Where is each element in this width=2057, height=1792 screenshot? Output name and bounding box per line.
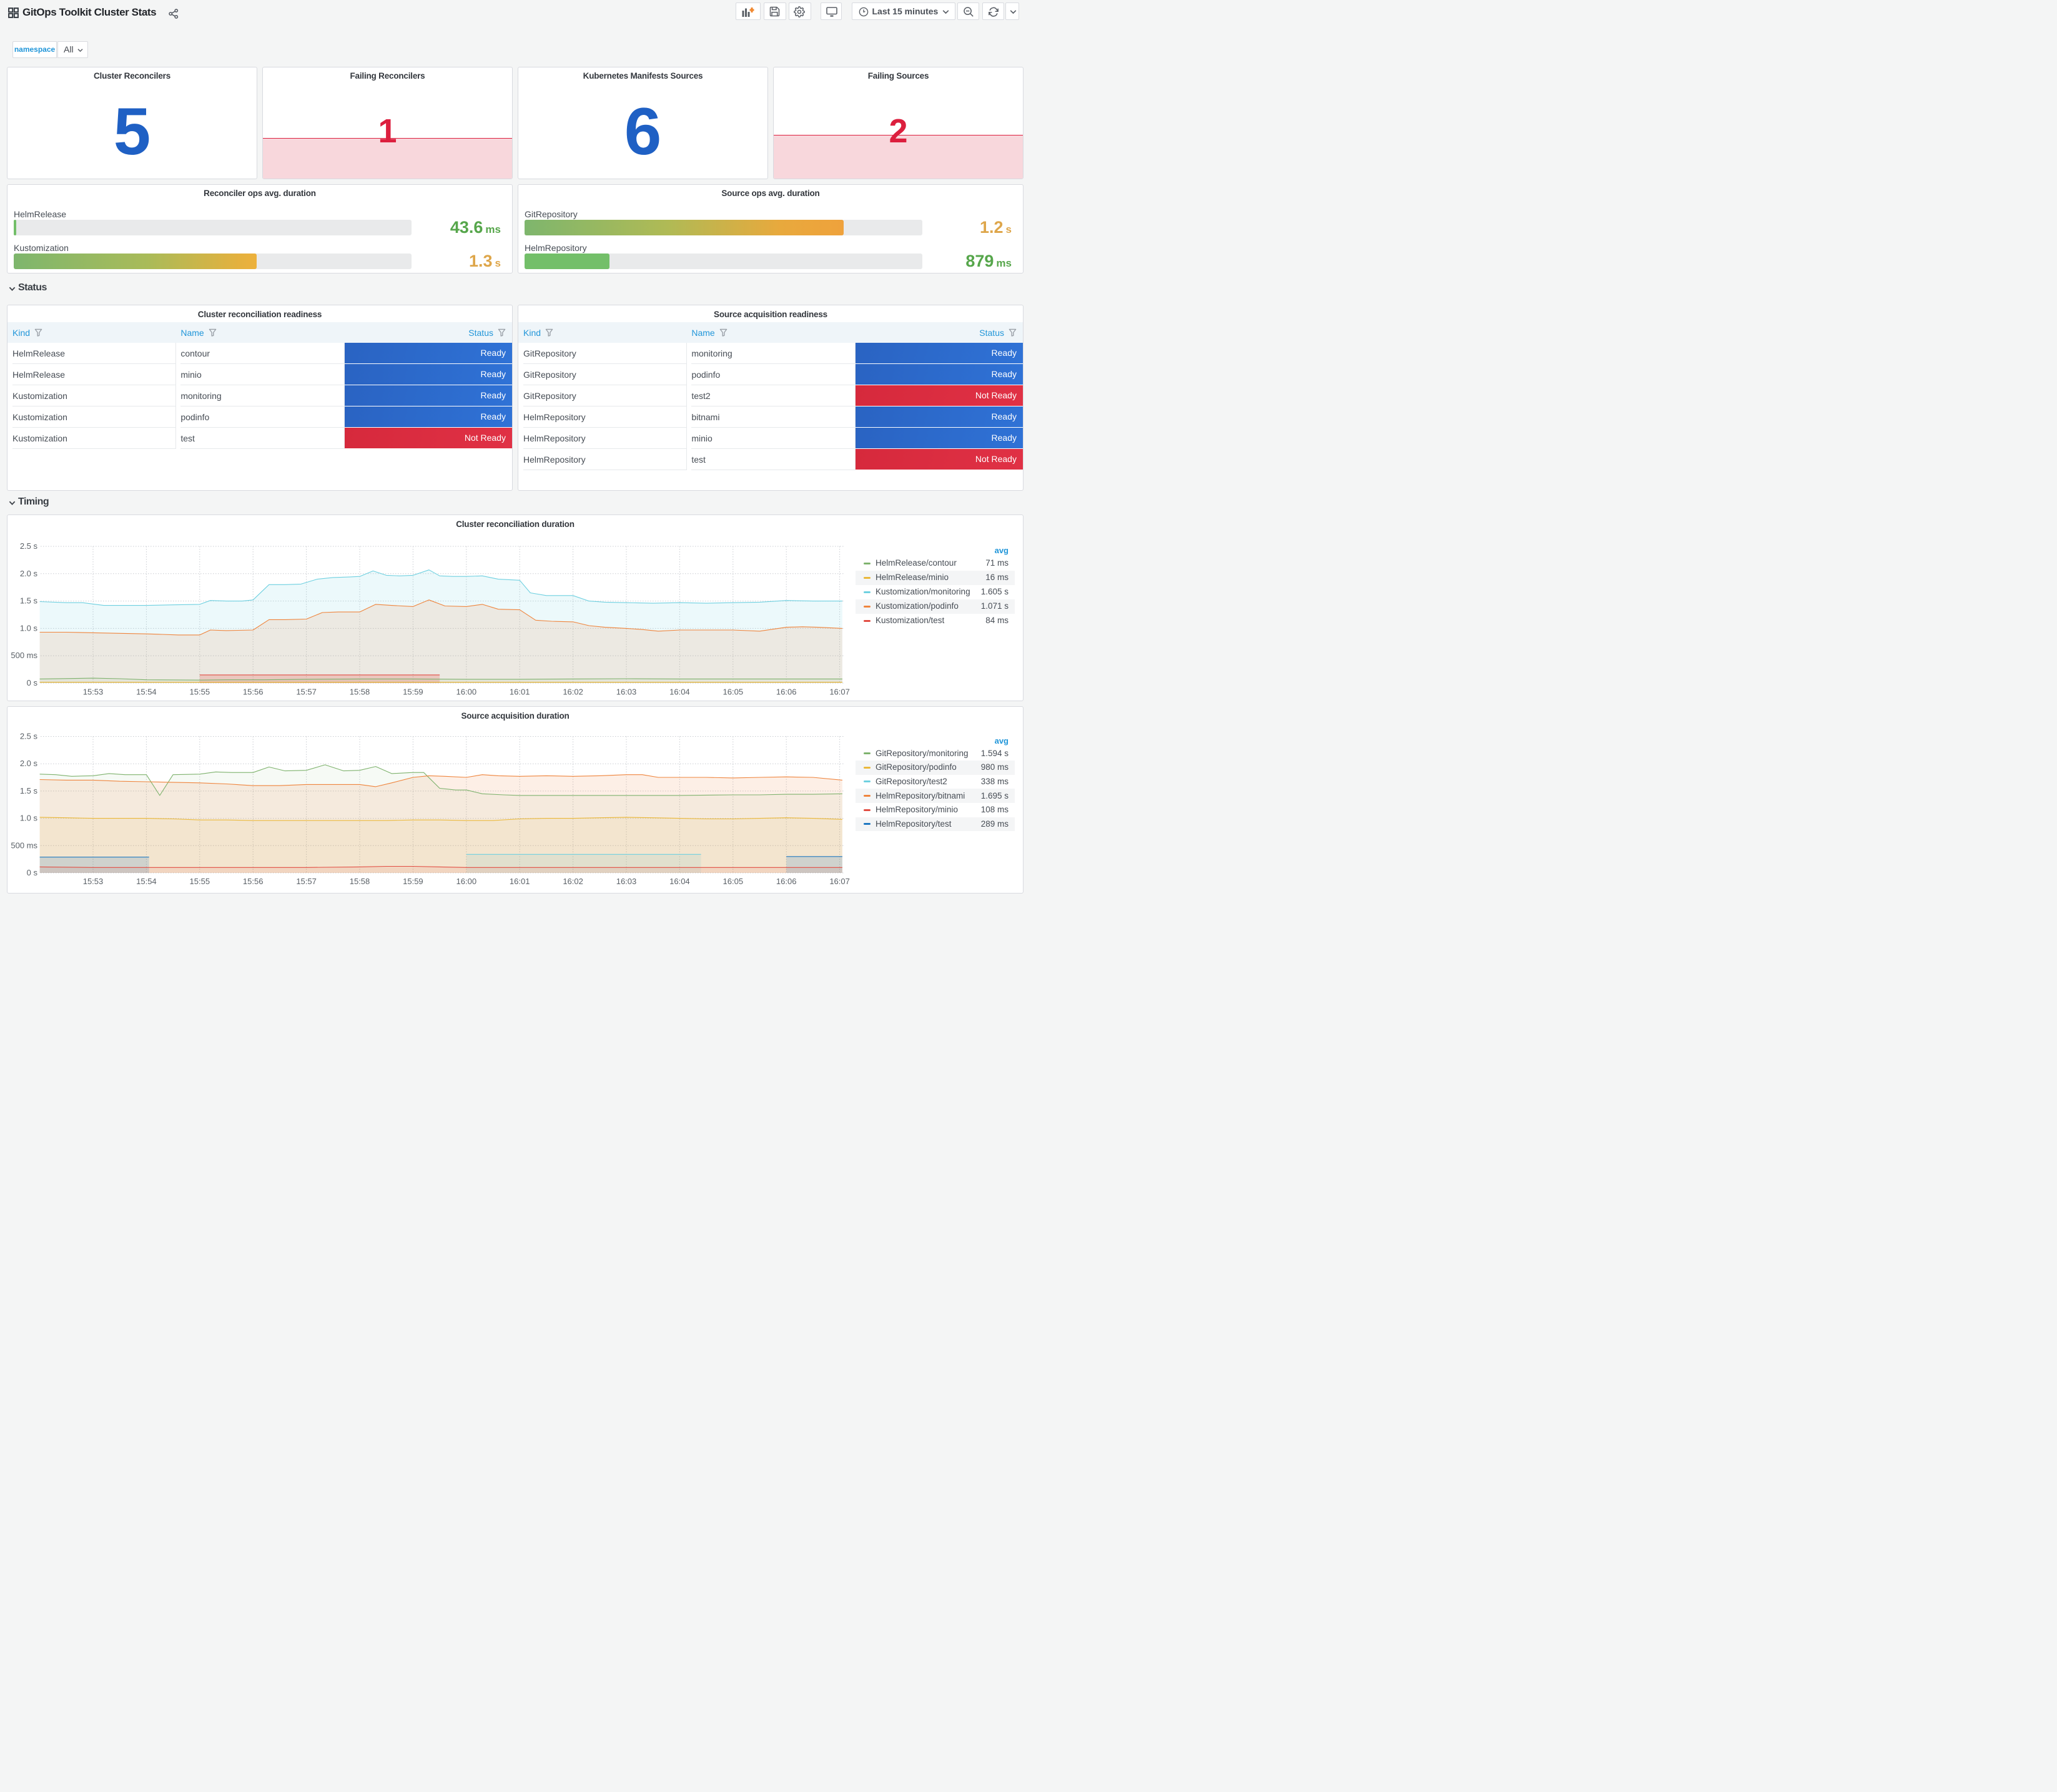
svg-text:15:53: 15:53 [83, 687, 104, 697]
svg-text:15:59: 15:59 [403, 877, 423, 886]
svg-text:15:57: 15:57 [296, 687, 317, 697]
svg-text:1.5 s: 1.5 s [20, 596, 38, 606]
svg-text:500 ms: 500 ms [11, 651, 37, 660]
svg-text:1.0 s: 1.0 s [20, 623, 38, 633]
svg-text:15:58: 15:58 [350, 877, 370, 886]
svg-text:16:04: 16:04 [669, 877, 690, 886]
svg-text:16:00: 16:00 [456, 687, 477, 697]
svg-text:16:07: 16:07 [829, 877, 850, 886]
svg-text:15:54: 15:54 [136, 877, 157, 886]
svg-text:15:56: 15:56 [243, 877, 264, 886]
svg-text:16:02: 16:02 [563, 687, 583, 697]
svg-text:15:55: 15:55 [190, 687, 210, 697]
svg-text:16:05: 16:05 [723, 877, 744, 886]
svg-text:16:07: 16:07 [829, 687, 850, 697]
svg-text:16:03: 16:03 [616, 877, 637, 886]
svg-text:15:56: 15:56 [243, 687, 264, 697]
svg-text:15:53: 15:53 [83, 877, 104, 886]
svg-text:2.0 s: 2.0 s [20, 569, 38, 578]
svg-text:15:58: 15:58 [350, 687, 370, 697]
svg-text:16:05: 16:05 [723, 687, 744, 697]
svg-text:15:54: 15:54 [136, 687, 157, 697]
svg-text:16:06: 16:06 [776, 687, 797, 697]
svg-text:16:00: 16:00 [456, 877, 477, 886]
svg-text:500 ms: 500 ms [11, 840, 37, 850]
svg-text:2.5 s: 2.5 s [20, 732, 38, 741]
svg-text:16:01: 16:01 [510, 687, 530, 697]
svg-text:2.5 s: 2.5 s [20, 541, 38, 551]
svg-text:16:02: 16:02 [563, 877, 583, 886]
svg-text:15:57: 15:57 [296, 877, 317, 886]
svg-text:15:59: 15:59 [403, 687, 423, 697]
svg-text:16:06: 16:06 [776, 877, 797, 886]
svg-text:16:04: 16:04 [669, 687, 690, 697]
svg-text:16:03: 16:03 [616, 687, 637, 697]
svg-text:0 s: 0 s [27, 868, 38, 877]
svg-text:1.5 s: 1.5 s [20, 786, 38, 795]
svg-text:1.0 s: 1.0 s [20, 814, 38, 823]
svg-text:2.0 s: 2.0 s [20, 759, 38, 768]
svg-text:15:55: 15:55 [190, 877, 210, 886]
svg-text:0 s: 0 s [27, 678, 38, 687]
svg-text:16:01: 16:01 [510, 877, 530, 886]
